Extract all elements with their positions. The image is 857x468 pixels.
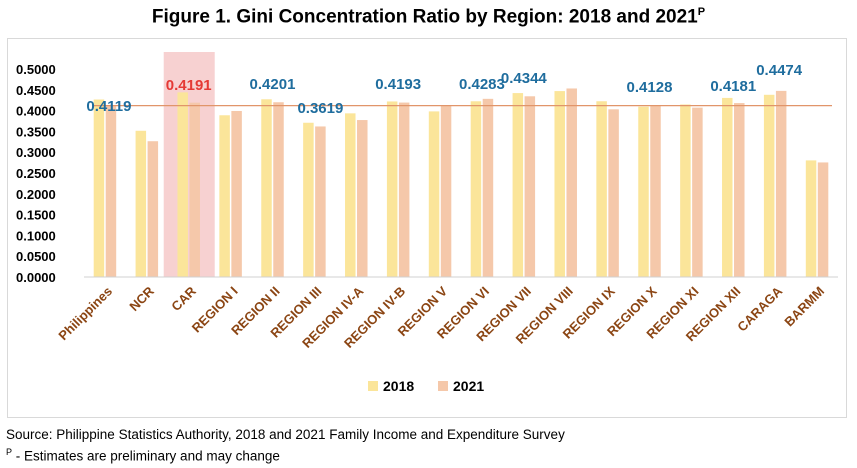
bar-2021	[692, 107, 703, 278]
data-label-region-ii: 0.4201	[250, 76, 296, 93]
data-label-region-vi: 0.4283	[459, 76, 505, 93]
bar-2018	[638, 106, 649, 277]
bar-2018	[554, 91, 565, 277]
data-label-car: 0.4191	[166, 77, 212, 94]
data-label-region-xii: 0.4181	[710, 78, 756, 95]
data-label-region-x: 0.4128	[627, 79, 673, 96]
y-tick-label: 0.0500	[16, 249, 56, 264]
bar-2021	[775, 90, 787, 278]
bar-2018	[303, 122, 314, 278]
y-tick-label: 0.4000	[16, 104, 56, 119]
data-label-region-vii: 0.4344	[501, 70, 548, 87]
category-label: CAR	[168, 283, 199, 314]
y-tick-label: 0.0000	[16, 270, 56, 285]
bar-2018	[93, 99, 105, 277]
note-text: - Estimates are preliminary and may chan…	[12, 448, 280, 464]
bar-2021	[482, 98, 494, 277]
category-label: BARMM	[781, 284, 827, 330]
bar-2021	[315, 126, 326, 277]
bar-2018	[470, 101, 482, 277]
bar-2018	[135, 130, 147, 277]
bar-chart: 0.0000 0.0500 0.1000 0.1500 0.2000 0.2500 0.30…	[16, 52, 838, 394]
bar-2018	[512, 93, 524, 277]
legend-label-2018: 2018	[383, 378, 414, 394]
bar-2018	[722, 97, 733, 277]
bar-2018	[428, 111, 440, 277]
data-label-philippines: 0.4119	[86, 98, 131, 115]
bar-2021	[608, 109, 619, 278]
data-label-region-iii: 0.3619	[297, 100, 343, 117]
bar-2021	[650, 105, 661, 277]
bar-2021	[817, 162, 829, 277]
category-label: CARAGA	[734, 283, 785, 334]
bar-2018	[596, 101, 607, 277]
preliminary-note: P - Estimates are preliminary and may ch…	[6, 447, 280, 464]
data-label-caraga: 0.4474	[756, 62, 803, 79]
bar-2021	[105, 105, 117, 277]
chart-area: 0.0000 0.0500 0.1000 0.1500 0.2000 0.2500 0.30…	[7, 38, 847, 418]
bar-2021	[398, 102, 410, 277]
bar-2021	[273, 102, 284, 277]
bar-2018	[763, 94, 775, 278]
y-tick-label: 0.5000	[16, 62, 56, 77]
bar-2018	[345, 113, 356, 277]
category-label: NCR	[126, 283, 157, 314]
bar-2021	[440, 105, 452, 277]
y-tick-label: 0.3500	[16, 124, 56, 139]
y-tick-label: 0.2500	[16, 166, 56, 181]
chart-title-superscript: P	[697, 6, 706, 18]
source-note: Source: Philippine Statistics Authority,…	[6, 427, 565, 442]
bar-2018	[177, 92, 188, 277]
y-tick-label: 0.2000	[16, 187, 56, 202]
chart-title: Figure 1. Gini Concentration Ratio by Re…	[0, 6, 857, 28]
bar-2021	[524, 96, 536, 277]
bar-2018	[386, 101, 398, 277]
legend-swatch-2021	[438, 381, 448, 391]
bar-2021	[189, 102, 200, 277]
bar-2021	[357, 120, 368, 277]
y-tick-label: 0.1000	[16, 228, 56, 243]
category-label: Philippines	[55, 284, 115, 344]
bar-2018	[805, 160, 817, 277]
bar-2021	[231, 110, 242, 278]
bar-2018	[219, 115, 230, 277]
bar-2021	[147, 141, 159, 277]
legend-label-2021: 2021	[453, 378, 484, 394]
note-superscript: P	[6, 447, 13, 457]
bar-2021	[566, 88, 577, 277]
y-tick-label: 0.1500	[16, 208, 56, 223]
y-tick-label: 0.4500	[16, 83, 56, 98]
y-tick-label: 0.3000	[16, 145, 56, 160]
data-label-region-iv-b: 0.4193	[375, 76, 421, 93]
bar-2018	[680, 104, 691, 277]
highlight-band-car	[163, 52, 215, 277]
bar-2018	[261, 99, 272, 277]
legend-swatch-2018	[368, 381, 378, 391]
chart-title-text: Figure 1. Gini Concentration Ratio by Re…	[151, 6, 698, 28]
bar-2021	[734, 103, 745, 277]
